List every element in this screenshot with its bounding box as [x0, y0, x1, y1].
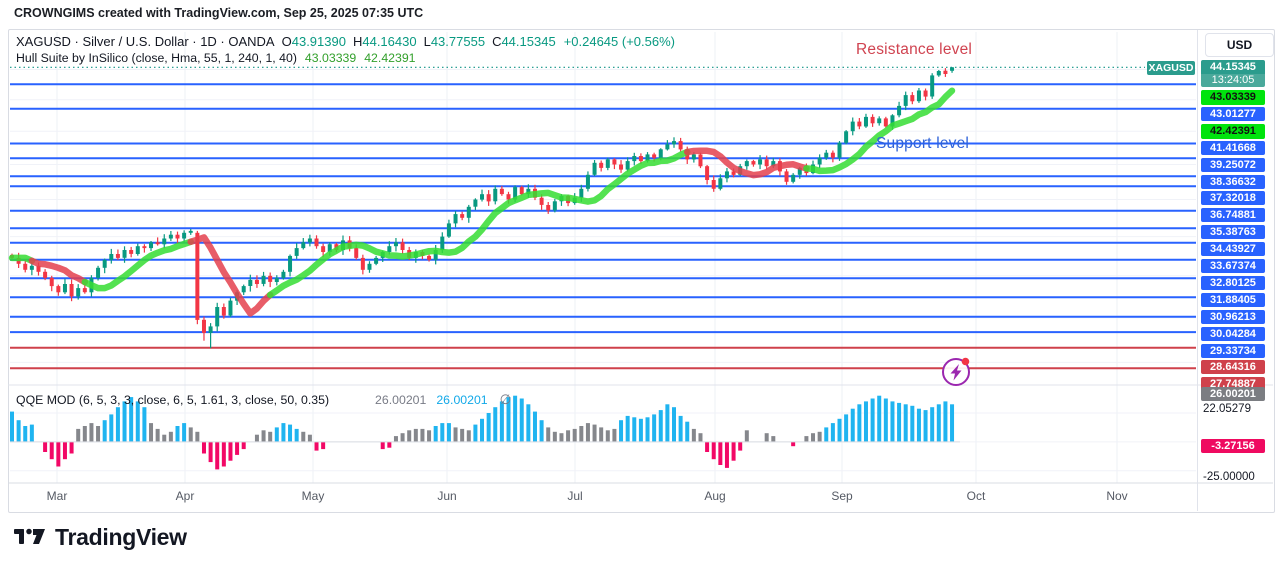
price-level-label: 39.25072 [1201, 158, 1265, 172]
bar-countdown: 13:24:05 [1201, 74, 1265, 87]
price-level-label: 38.36632 [1201, 175, 1265, 189]
last-price-badge: 44.15345 13:24:05 [1201, 60, 1265, 87]
hull-suite-title: Hull Suite by InSilico (close, Hma, 55, … [16, 51, 297, 65]
time-axis-month-label: Oct [966, 489, 986, 503]
tradingview-logo-icon [14, 528, 45, 544]
qqe-value-blue: 26.00201 [436, 393, 488, 407]
ohlc-letter: H [352, 34, 363, 49]
ohlc-letter: O [281, 34, 292, 49]
time-axis-month-label: Aug [704, 489, 726, 503]
price-level-label: 36.74881 [1201, 208, 1265, 222]
ohlc-value: 44.16430 [362, 34, 417, 49]
ohlc-value: 44.15345 [501, 34, 556, 49]
hull-suite-legend[interactable]: Hull Suite by InSilico (close, Hma, 55, … [16, 51, 416, 65]
tradingview-logo-text: TradingView [55, 524, 187, 550]
qqe-mod-legend[interactable]: QQE MOD (6, 5, 3, 3, close, 6, 5, 1.61, … [16, 392, 511, 408]
price-level-label: 29.33734 [1201, 344, 1265, 358]
flash-marker-icon [942, 357, 970, 386]
hull-value-1: 43.03339 [304, 51, 357, 65]
ohlc-values: O43.91390 H44.16430 L43.77555 C44.15345 [275, 34, 556, 49]
hull-value-2: 42.42391 [364, 51, 416, 65]
time-axis-month-label: Jul [567, 489, 583, 503]
price-scale[interactable] [1197, 30, 1274, 511]
price-level-label: 30.96213 [1201, 310, 1265, 324]
time-axis-month-label: Nov [1106, 489, 1128, 503]
price-level-label: 28.64316 [1201, 360, 1265, 374]
price-level-label: 37.32018 [1201, 191, 1265, 205]
ohlc-value: 43.91390 [291, 34, 346, 49]
qqe-title: QQE MOD (6, 5, 3, 3, close, 6, 5, 1.61, … [16, 393, 330, 407]
time-axis-month-label: Jun [437, 489, 457, 503]
price-level-label: 31.88405 [1201, 293, 1265, 307]
time-axis-month-label: Sep [831, 489, 853, 503]
null-set-icon: ∅ [499, 392, 512, 407]
qqe-axis-tick: 22.05279 [1203, 403, 1251, 415]
attribution-text: CROWNGIMS created with TradingView.com, … [14, 6, 424, 20]
price-level-label: 34.43927 [1201, 242, 1265, 256]
price-level-label: 33.67374 [1201, 259, 1265, 273]
ohlc-letter: L [423, 34, 431, 49]
time-axis-month-label: May [301, 489, 325, 503]
qqe-value-gray: 26.00201 [375, 393, 427, 407]
symbol-price-badge: XAGUSD [1147, 61, 1195, 75]
price-level-label: 32.80125 [1201, 276, 1265, 290]
ohlc-value: 43.77555 [430, 34, 486, 49]
price-level-label: 42.42391 [1201, 124, 1265, 139]
resistance-level-annotation: Resistance level [856, 41, 973, 58]
time-axis-month-label: Mar [46, 489, 68, 503]
support-level-annotation: Support level [876, 135, 970, 152]
qqe-current-value-badge: 26.00201 [1201, 387, 1265, 401]
last-price-value: 44.15345 [1201, 60, 1265, 74]
qqe-signal-badge: -3.27156 [1201, 439, 1265, 453]
price-level-label: 41.41668 [1201, 141, 1265, 155]
time-axis-month-label: Apr [175, 489, 195, 503]
symbol-header[interactable]: XAGUSD · Silver / U.S. Dollar · 1D · OAN… [16, 34, 675, 49]
change-value: +0.24645 (+0.56%) [563, 34, 675, 49]
price-level-label: 43.03339 [1201, 90, 1265, 105]
instrument-title: XAGUSD · Silver / U.S. Dollar · 1D · OAN… [16, 34, 275, 49]
price-level-label: 43.01277 [1201, 107, 1265, 121]
ohlc-letter: C [492, 34, 502, 49]
price-level-label: 35.38763 [1201, 225, 1265, 239]
price-level-label: 30.04284 [1201, 327, 1265, 341]
qqe-axis-tick: -25.00000 [1203, 471, 1255, 483]
tradingview-logo[interactable]: TradingView [14, 524, 187, 551]
currency-toggle-button[interactable]: USD [1205, 33, 1274, 57]
